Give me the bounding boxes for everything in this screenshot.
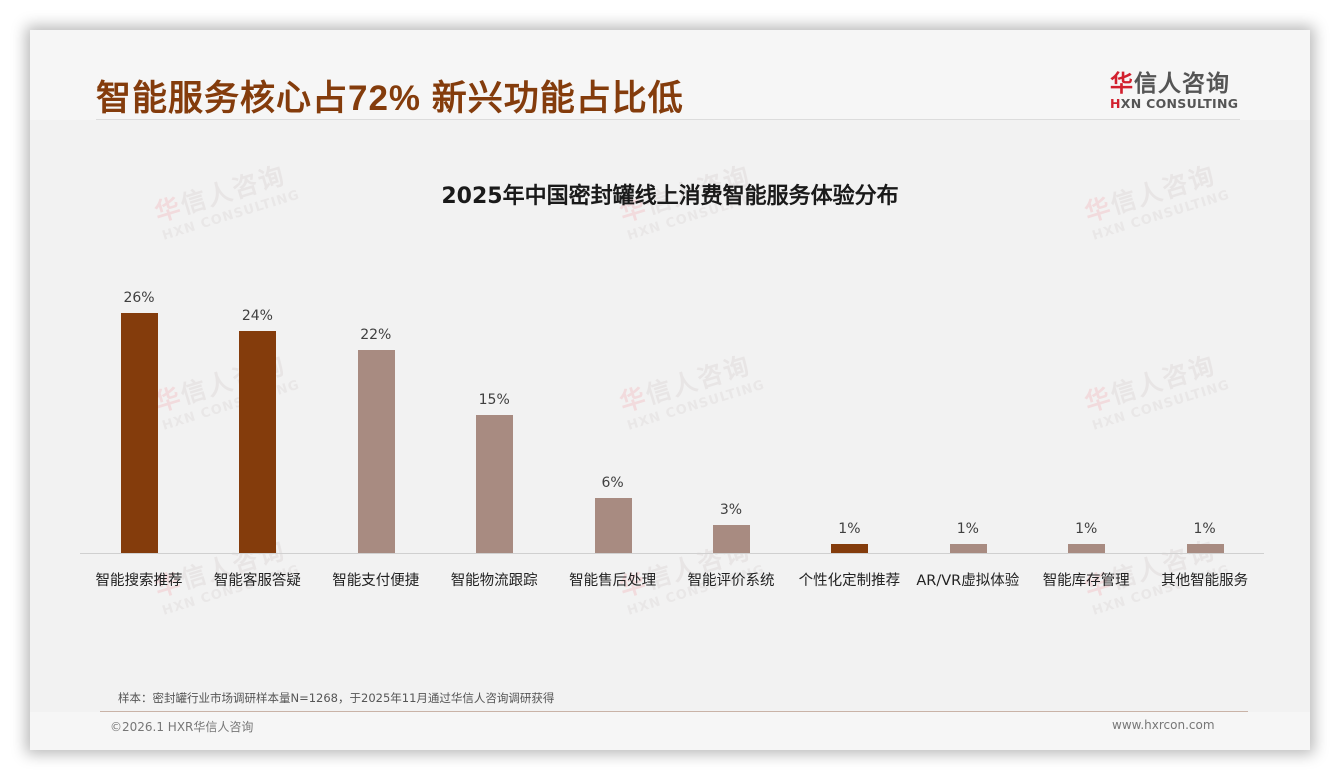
bar-value-label: 1% xyxy=(1075,520,1098,537)
x-axis-baseline xyxy=(80,553,1264,554)
logo-cn-text: 信人咨询 xyxy=(1134,71,1230,97)
bar xyxy=(713,525,750,553)
header-band xyxy=(30,30,1310,120)
bar xyxy=(476,414,514,553)
bar-value-label: 24% xyxy=(241,308,273,325)
header-divider xyxy=(96,119,1240,120)
bar-value-label: 15% xyxy=(478,391,510,408)
category-label: 智能库存管理 xyxy=(1042,573,1130,589)
bar-value-label: 1% xyxy=(956,520,979,537)
bar xyxy=(949,543,987,553)
bar-group: 22% 智能支付便捷 xyxy=(317,30,435,630)
bar-value-label: 26% xyxy=(123,290,155,307)
category-label: AR/VR虚拟体验 xyxy=(916,573,1020,589)
bar xyxy=(121,313,158,553)
footer-divider xyxy=(100,711,1248,712)
brand-logo: 华信人咨询 HXN CONSULTING xyxy=(1110,64,1250,111)
slide: 智能服务核心占72% 新兴功能占比低 华信人咨询 HXN CONSULTING … xyxy=(30,30,1310,750)
bar xyxy=(831,543,869,553)
logo-english: HXN CONSULTING xyxy=(1110,96,1250,111)
bar-value-label: 1% xyxy=(838,520,861,537)
bar-group: 6% 智能售后处理 xyxy=(554,30,672,630)
bar-chart-plot: 26% 智能搜索推荐 24% 智能客服答疑 22% 智能支付便捷 15% 智能物流跟踪 6% 智能… xyxy=(80,30,1264,630)
bar-group: 15% 智能物流跟踪 xyxy=(435,30,553,630)
bar-group: 1% 个性化定制推荐 xyxy=(790,30,908,630)
bar-group: 3% 智能评价系统 xyxy=(672,30,790,630)
bar-group: 1% 其他智能服务 xyxy=(1146,30,1264,630)
bar-group: 24% 智能客服答疑 xyxy=(198,30,316,630)
bar xyxy=(239,331,277,553)
bar-value-label: 6% xyxy=(601,474,624,491)
bar xyxy=(1186,543,1224,553)
category-label: 智能评价系统 xyxy=(687,573,775,589)
page-headline: 智能服务核心占72% 新兴功能占比低 xyxy=(96,79,684,118)
category-label: 其他智能服务 xyxy=(1161,573,1249,589)
bar xyxy=(1068,543,1106,553)
category-label: 智能搜索推荐 xyxy=(95,573,183,589)
bar-group: 1% 智能库存管理 xyxy=(1027,30,1145,630)
sample-note: 样本：密封罐行业市场调研样本量N=1268，于2025年11月通过华信人咨询调研… xyxy=(118,691,555,705)
logo-accent-letter: H xyxy=(1110,96,1121,111)
logo-chinese: 华信人咨询 xyxy=(1110,64,1250,98)
bar-group: 26% 智能搜索推荐 xyxy=(80,30,198,630)
footer-band xyxy=(30,712,1310,750)
category-label: 智能售后处理 xyxy=(569,573,657,589)
logo-en-text: XN CONSULTING xyxy=(1120,96,1239,111)
bar xyxy=(357,349,395,553)
bar-value-label: 1% xyxy=(1193,520,1216,537)
bar xyxy=(594,497,632,553)
bar-value-label: 22% xyxy=(360,326,392,343)
copyright-text: ©2026.1 HXR华信人咨询 xyxy=(110,720,254,734)
bar-value-label: 3% xyxy=(719,502,743,519)
category-label: 智能客服答疑 xyxy=(213,573,301,589)
category-label: 个性化定制推荐 xyxy=(798,573,901,589)
bar-group: 1% AR/VR虚拟体验 xyxy=(909,30,1027,630)
website-link[interactable]: www.hxrcon.com xyxy=(1112,718,1215,732)
category-label: 智能支付便捷 xyxy=(332,573,420,589)
chart-title: 2025年中国密封罐线上消费智能服务体验分布 xyxy=(441,184,899,209)
category-label: 智能物流跟踪 xyxy=(450,573,538,589)
logo-accent-char: 华 xyxy=(1110,71,1134,97)
